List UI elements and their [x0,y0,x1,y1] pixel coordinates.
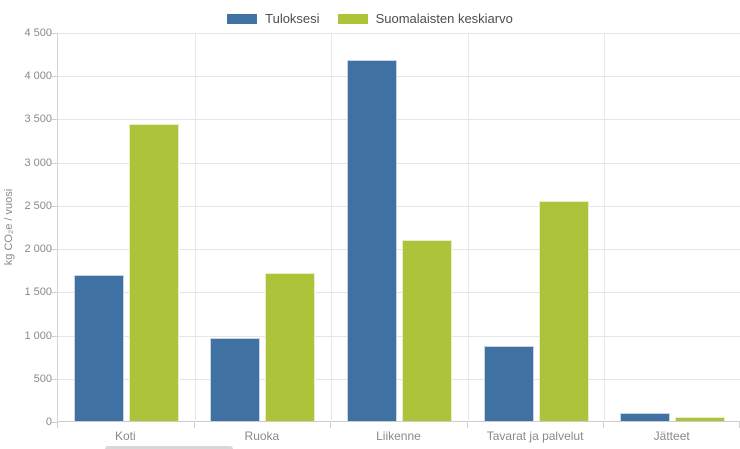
gridline [58,163,740,164]
y-tick-label: 1 500 [24,286,52,298]
bar-tuloksesi-ruoka[interactable] [210,338,261,421]
legend-label-keskiarvo: Suomalaisten keskiarvo [375,11,513,26]
y-tick-label: 3 500 [24,113,52,125]
gridline [58,336,740,337]
y-tick-mark [52,336,57,337]
y-tick-mark [52,249,57,250]
y-tick-label: 1 000 [24,330,52,342]
bar-suomalaisten-keskiarvo-ruoka[interactable] [265,273,316,421]
x-tick-mark [57,422,58,428]
y-tick-label: 3 000 [24,157,52,169]
y-tick-mark [52,33,57,34]
category-label-ruoka: Ruoka [244,429,280,443]
y-tick-label: 4 000 [24,70,52,82]
y-tick-mark [52,163,57,164]
category-cell-jätteet [604,33,740,421]
y-tick-mark [52,379,57,380]
x-axis-line [58,421,740,422]
legend-item-suomalaisten-keskiarvo[interactable]: Suomalaisten keskiarvo [337,11,513,26]
bar-tuloksesi-jätteet[interactable] [620,413,671,421]
y-tick-label: 2 000 [24,243,52,255]
category-label-jätteet: Jätteet [653,429,690,443]
bar-tuloksesi-koti[interactable] [73,274,124,421]
gridline [58,76,740,77]
gridline [195,33,196,422]
y-tick-mark [52,422,57,423]
legend-item-tuloksesi[interactable]: Tuloksesi [227,11,320,26]
bar-suomalaisten-keskiarvo-liikenne[interactable] [401,240,452,421]
gridline [58,249,740,250]
y-axis-tick-labels: 0 500 1 000 1 500 2 000 2 500 3 000 3 500 4 000 4… [0,27,52,428]
gridline [604,33,605,422]
gridline [58,379,740,380]
legend-swatch-tuloksesi-icon [227,13,258,24]
y-tick-label: 4 500 [24,27,52,39]
bar-tuloksesi-tavarat-ja-palvelut[interactable] [483,345,534,421]
bar-suomalaisten-keskiarvo-koti[interactable] [128,123,179,421]
x-axis-labels: Koti Ruoka Liikenne Tavarat ja palvelut Jätt… [57,429,740,445]
legend-label-tuloksesi: Tuloksesi [265,11,320,26]
category-cell-tavarat-ja-palvelut [468,33,605,421]
y-tick-mark [52,206,57,207]
gridline [58,33,740,34]
x-tick-mark [603,422,604,428]
y-tick-label: 500 [33,373,52,385]
x-tick-mark [467,422,468,428]
x-tick-mark [194,422,195,428]
bar-suomalaisten-keskiarvo-tavarat-ja-palvelut[interactable] [538,201,589,421]
x-tick-mark [330,422,331,428]
gridline [58,119,740,120]
legend-swatch-keskiarvo-icon [337,13,368,24]
category-cell-ruoka [195,33,332,421]
category-cell-liikenne [331,33,468,421]
y-tick-mark [52,119,57,120]
category-cell-koti [58,33,195,421]
y-tick-mark [52,76,57,77]
gridline [331,33,332,422]
clipped-element-below-chart [105,446,233,449]
y-tick-label: 0 [45,416,52,428]
category-label-tavarat-ja-palvelut: Tavarat ja palvelut [486,429,584,443]
gridline [468,33,469,422]
category-label-koti: Koti [114,429,136,443]
y-tick-mark [52,292,57,293]
bar-suomalaisten-keskiarvo-jätteet[interactable] [675,416,726,421]
bar-tuloksesi-liikenne[interactable] [346,59,397,421]
legend: Tuloksesi Suomalaisten keskiarvo [0,11,740,26]
category-label-liikenne: Liikenne [376,429,421,443]
gridline [58,292,740,293]
gridline [58,206,740,207]
plot-area [57,33,740,422]
y-tick-label: 2 500 [24,200,52,212]
